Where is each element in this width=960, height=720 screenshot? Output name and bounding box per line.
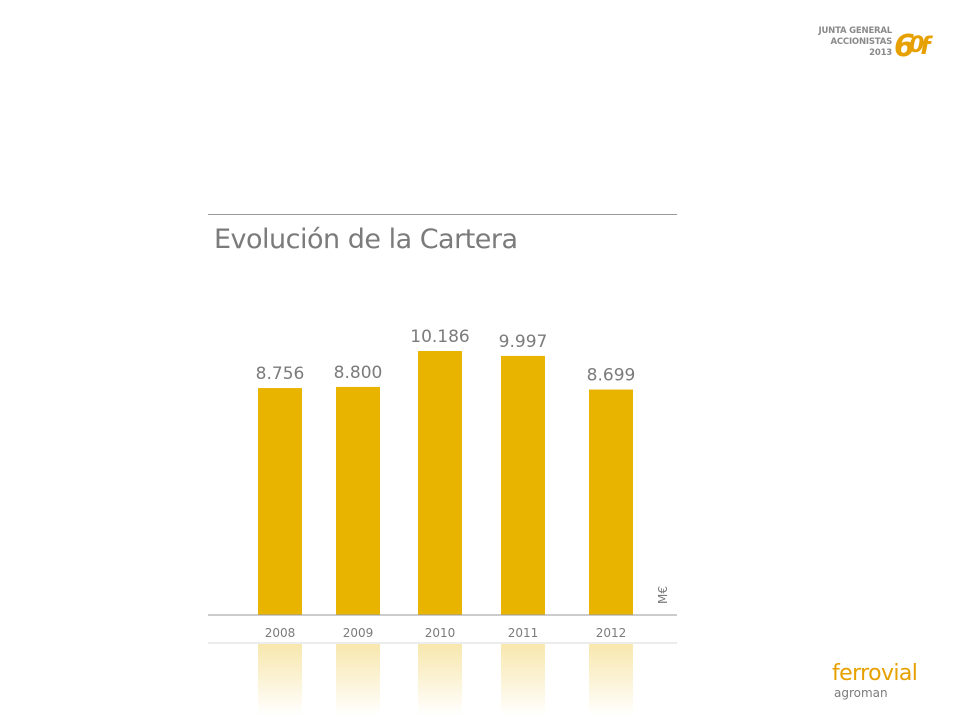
bar-reflection-2012 — [589, 644, 633, 716]
bar-reflection-2011 — [501, 644, 545, 716]
x-tick-label-2011: 2011 — [508, 626, 539, 640]
bar-reflection-2010 — [418, 644, 462, 716]
ferrovial-logo-sub: agroman — [834, 686, 888, 700]
svg-text:f: f — [920, 32, 933, 60]
ferrovial-logo: ferrovial agroman — [832, 661, 918, 701]
bar-2010 — [418, 351, 462, 615]
data-label-2012: 8.699 — [587, 366, 636, 386]
x-tick-label-2010: 2010 — [425, 626, 456, 640]
junta-general-logo-text: JUNTA GENERAL ACCIONISTAS 2013 — [819, 26, 893, 59]
logo-line-1: JUNTA GENERAL — [818, 26, 893, 36]
bar-2011 — [501, 355, 545, 615]
data-label-2011: 9.997 — [499, 332, 548, 352]
bar-2009 — [336, 386, 380, 615]
svg-text:6: 6 — [894, 29, 915, 60]
title-divider — [208, 214, 677, 215]
data-label-2009: 8.800 — [334, 363, 383, 383]
bar-reflection-2009 — [336, 644, 380, 716]
data-label-2010: 10.186 — [410, 327, 469, 347]
junta-general-logo: JUNTA GENERAL ACCIONISTAS 2013 6 0 f — [806, 26, 936, 66]
bar-2012 — [589, 389, 633, 615]
logo-line-3: 2013 — [869, 48, 892, 58]
bars-layer: 8.756 2008 8.800 2009 10.186 2010 9.997 2011 8.6… — [256, 327, 636, 716]
data-label-2008: 8.756 — [256, 364, 305, 384]
unit-label: M€ — [656, 586, 670, 604]
sixty-anniversary-icon: 6 0 f — [894, 29, 933, 60]
x-tick-label-2008: 2008 — [265, 626, 296, 640]
bar-2008 — [258, 388, 302, 615]
x-tick-label-2012: 2012 — [596, 626, 627, 640]
svg-text:0: 0 — [909, 33, 924, 58]
x-tick-label-2009: 2009 — [343, 626, 374, 640]
chart-title: Evolución de la Cartera — [214, 224, 518, 255]
logo-line-2: ACCIONISTAS — [830, 37, 893, 47]
ferrovial-logo-name: ferrovial — [832, 661, 918, 686]
bar-reflection-2008 — [258, 644, 302, 716]
